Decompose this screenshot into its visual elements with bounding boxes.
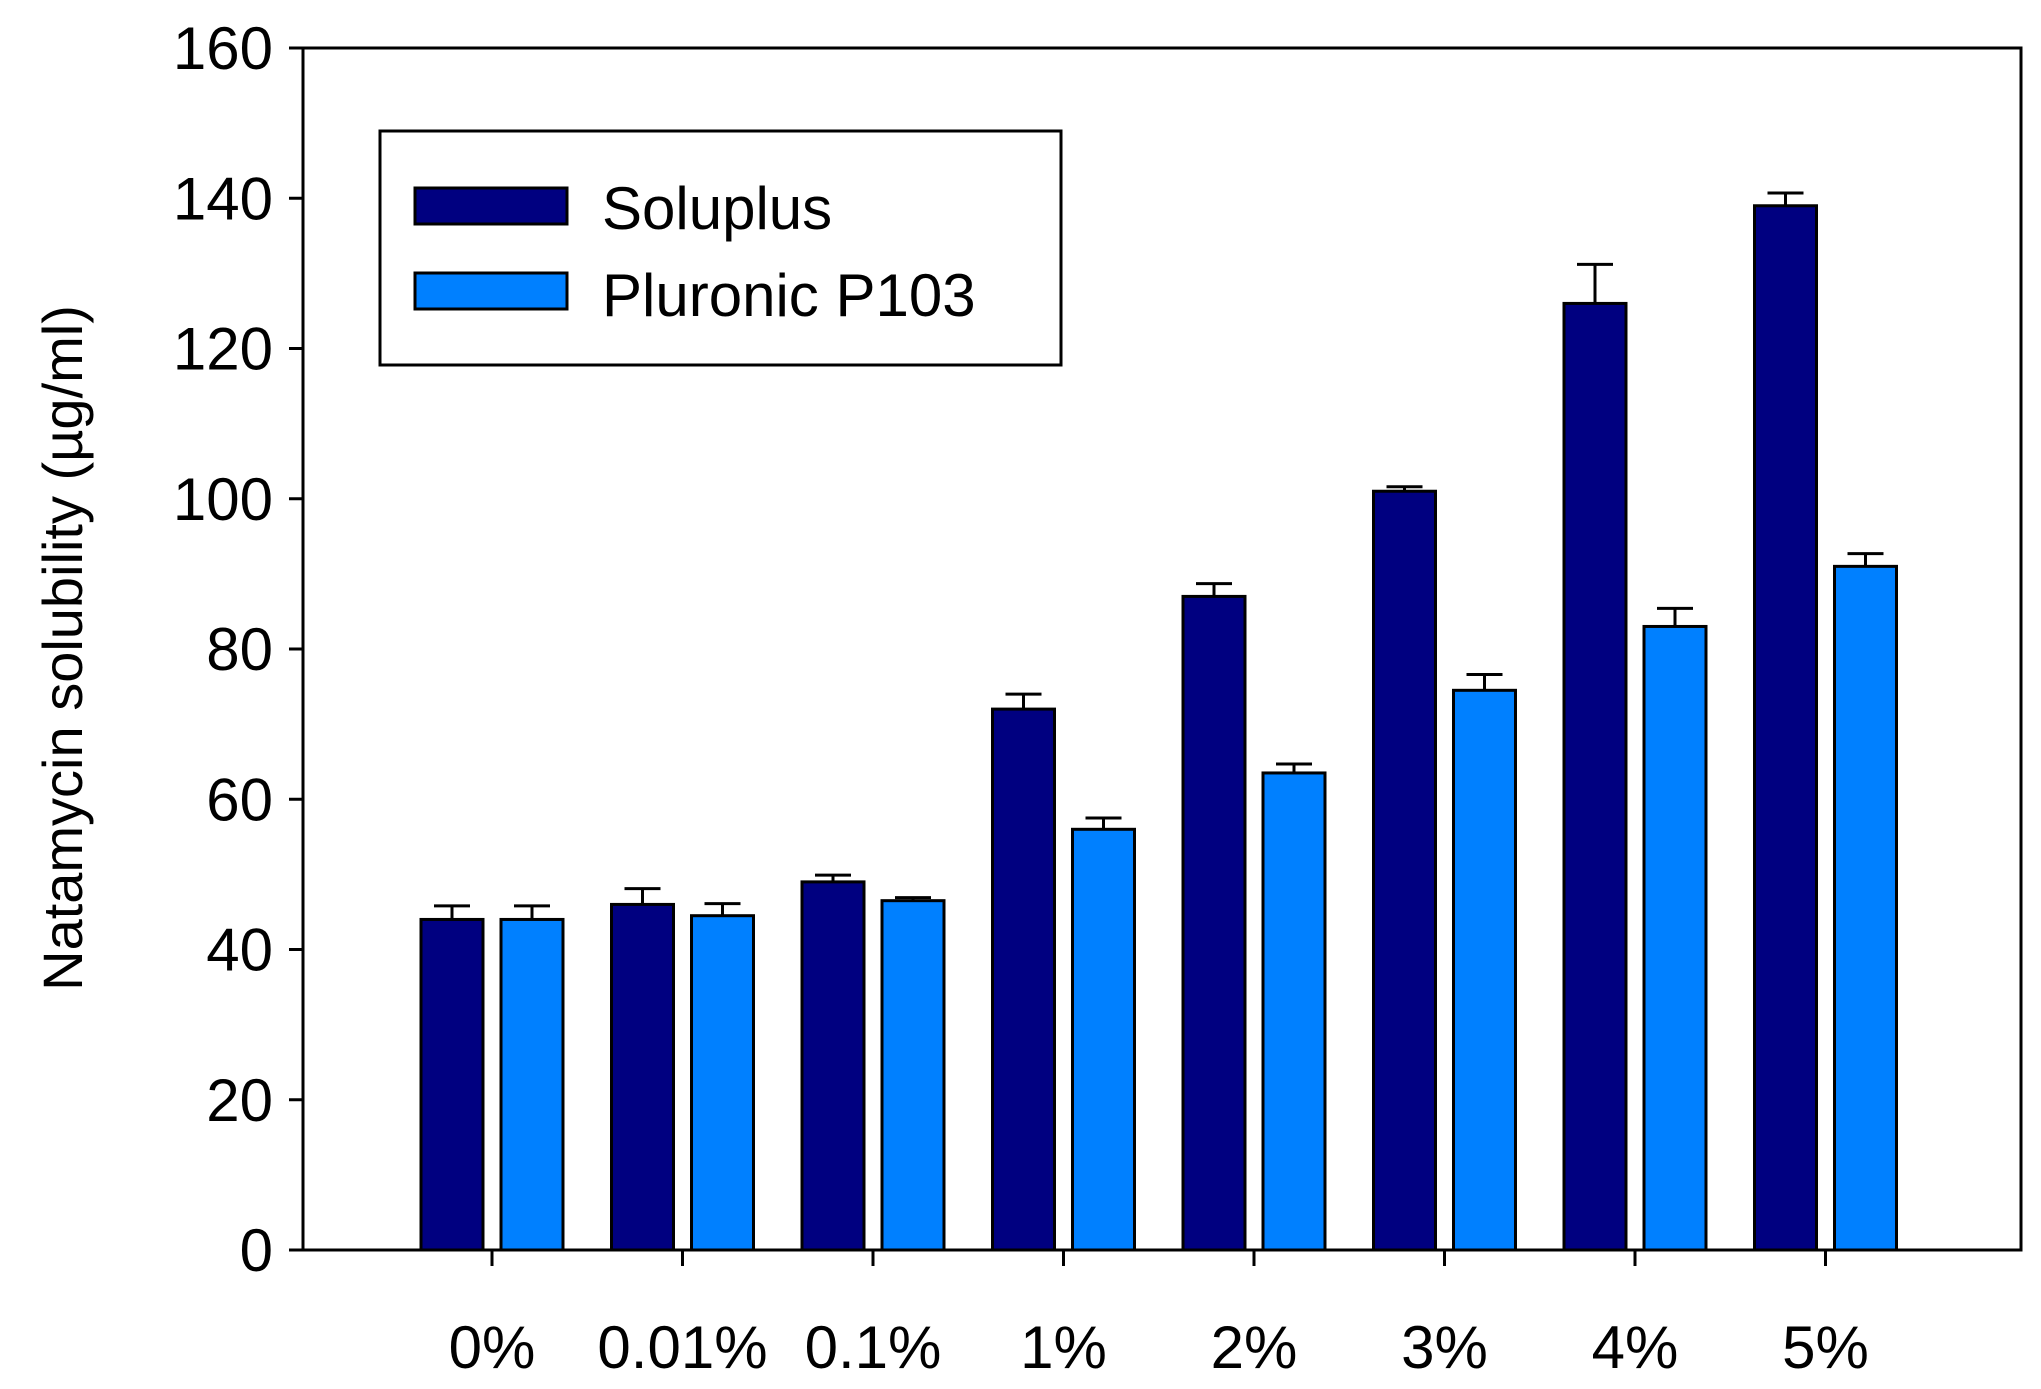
bar xyxy=(1642,624,1708,1252)
y-axis: 0 20 40 60 80 100 120 140 160 xyxy=(173,15,303,1284)
legend-label-soluplus: Soluplus xyxy=(602,175,832,242)
x-axis: 0% 0.01% 0.1% 1% 2% 3% 4% 5% xyxy=(449,1250,1869,1381)
y-tick-label: 60 xyxy=(206,766,273,833)
y-tick-label: 0 xyxy=(240,1217,273,1284)
legend-swatch-soluplus xyxy=(413,186,569,226)
bar xyxy=(1753,204,1818,1252)
bar xyxy=(1372,489,1437,1252)
y-tick-label: 160 xyxy=(173,15,273,82)
x-tick-label: 4% xyxy=(1592,1314,1679,1381)
bar xyxy=(800,880,866,1252)
bar xyxy=(1833,564,1898,1252)
bar xyxy=(610,902,675,1252)
bar xyxy=(1261,771,1327,1252)
plot-frame xyxy=(301,46,2023,1252)
x-tick-label: 0.1% xyxy=(805,1314,942,1381)
x-tick-label: 2% xyxy=(1211,1314,1298,1381)
bar xyxy=(880,899,946,1252)
y-tick-label: 40 xyxy=(206,917,273,984)
y-tick-label: 80 xyxy=(206,616,273,683)
bar xyxy=(1562,301,1628,1252)
y-tick-label: 140 xyxy=(173,165,273,232)
bars xyxy=(419,191,1898,1252)
legend: Soluplus Pluronic P103 xyxy=(378,129,1063,367)
bar xyxy=(690,914,755,1252)
y-tick-label: 100 xyxy=(173,466,273,533)
y-axis-title: Natamycin solubility (µg/ml) xyxy=(31,305,94,991)
bar xyxy=(1071,827,1136,1252)
bar xyxy=(499,917,565,1252)
x-tick-label: 1% xyxy=(1020,1314,1107,1381)
x-tick-label: 5% xyxy=(1782,1314,1869,1381)
x-tick-label: 3% xyxy=(1401,1314,1488,1381)
legend-swatch-pluronic-p103 xyxy=(413,271,569,311)
bar xyxy=(1452,688,1517,1252)
y-tick-label: 20 xyxy=(206,1067,273,1134)
y-tick-label: 120 xyxy=(173,316,273,383)
x-tick-label: 0.01% xyxy=(597,1314,767,1381)
x-tick-label: 0% xyxy=(449,1314,536,1381)
legend-label-pluronic-p103: Pluronic P103 xyxy=(602,262,976,329)
bar xyxy=(991,707,1056,1252)
bar xyxy=(419,917,485,1252)
bar xyxy=(1181,594,1247,1252)
legend-frame xyxy=(378,129,1063,367)
